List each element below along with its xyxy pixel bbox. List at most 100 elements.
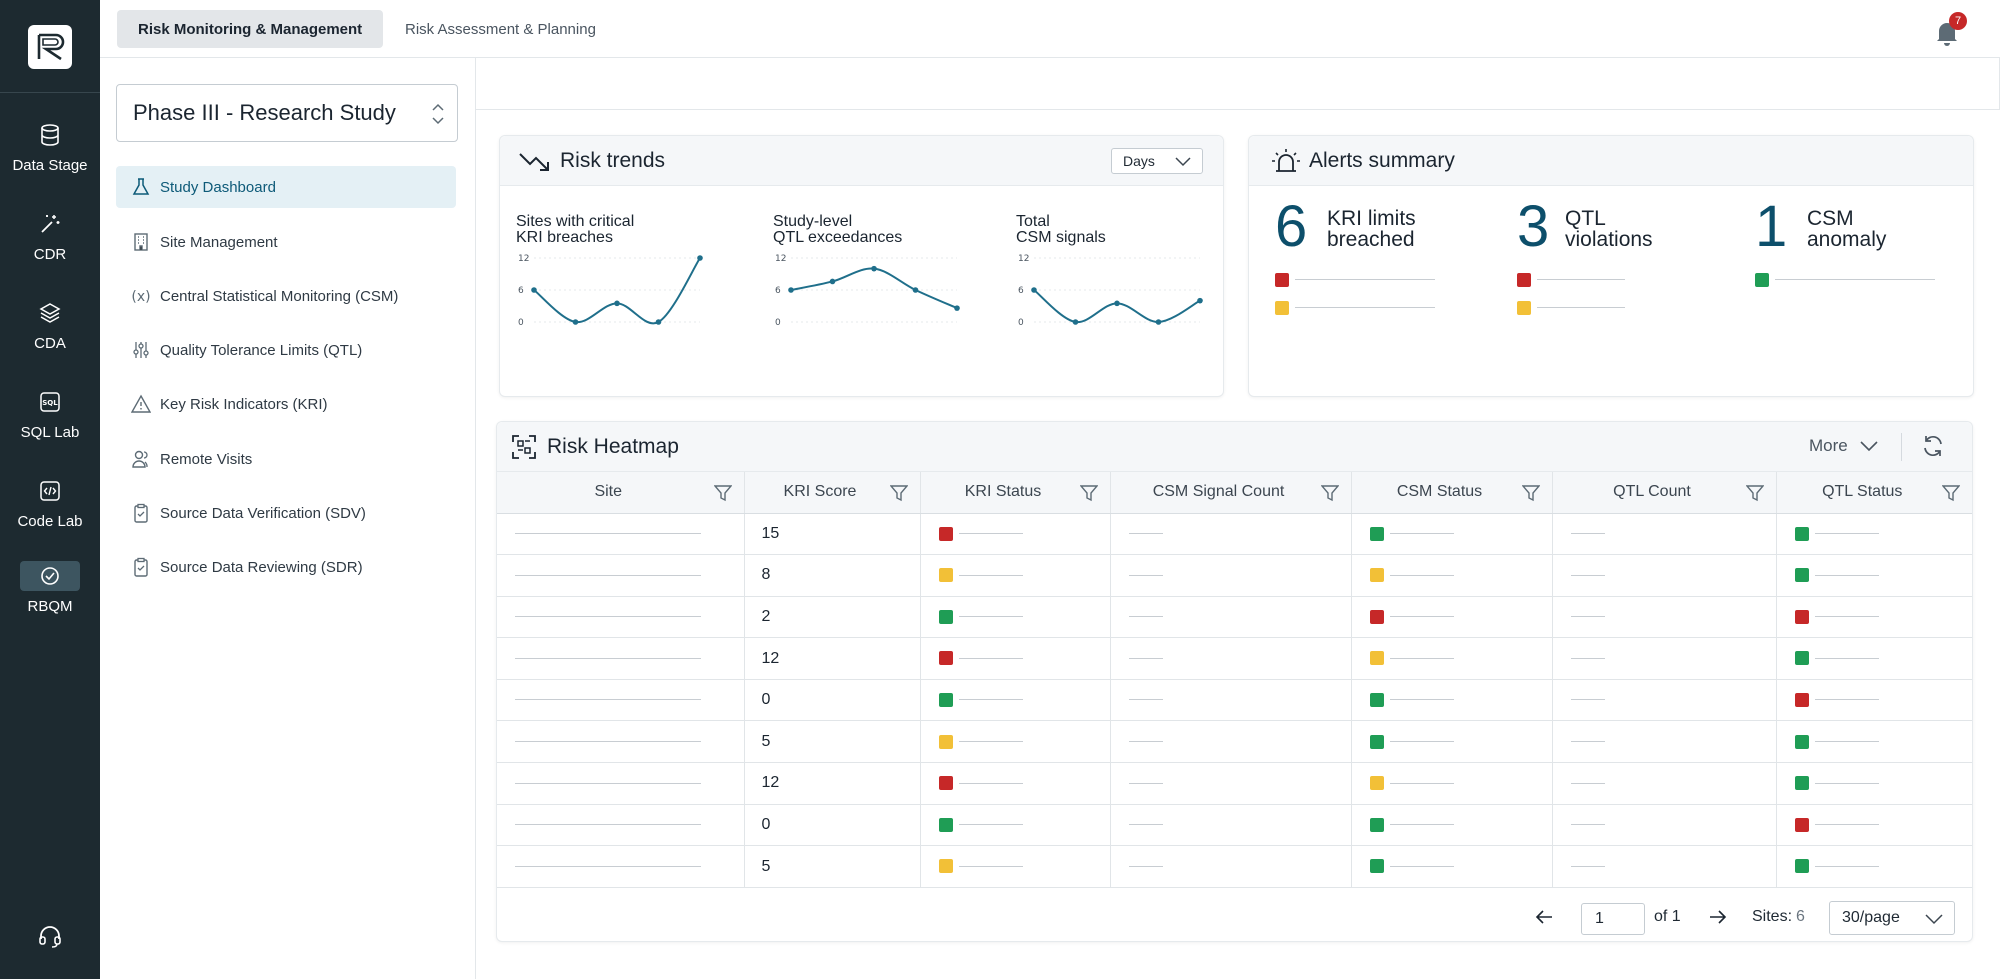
filter-icon[interactable] (1521, 484, 1540, 502)
column-header-kri-score[interactable]: KRI Score (744, 472, 921, 514)
status-square-red (1794, 692, 1809, 707)
column-header-label: CSM Signal Count (1152, 483, 1285, 501)
sidebar-item-kri[interactable]: Key Risk Indicators (KRI) (116, 383, 456, 425)
risk-trends-card: Risk trends Days Sites with critical KRI … (499, 135, 1224, 397)
sidebar-item-sdv[interactable]: Source Data Verification (SDV) (116, 492, 456, 534)
refresh-icon[interactable] (1921, 434, 1945, 458)
filter-icon[interactable] (1942, 484, 1960, 502)
placeholder-line (1537, 279, 1625, 281)
trend-point (1031, 287, 1037, 293)
table-row[interactable]: 0 (497, 679, 1972, 722)
status-cell (1351, 804, 1553, 847)
status-cell (1776, 554, 1972, 597)
table-row[interactable]: 5 (497, 720, 1972, 764)
trend-point (614, 300, 620, 307)
sidebar-item-study-dashboard[interactable]: Study Dashboard (116, 166, 456, 208)
top-bar: Risk Monitoring & Management Risk Assess… (100, 0, 2000, 58)
tab-risk-monitoring[interactable]: Risk Monitoring & Management (117, 10, 384, 48)
study-select[interactable]: Phase III - Research Study (116, 84, 458, 142)
sliders-icon (130, 339, 152, 361)
column-header-qtl-count[interactable]: QTL Count (1552, 472, 1777, 514)
sidebar: Phase III - Research Study Study Dashboa… (100, 58, 476, 979)
alerts-summary-card: Alerts summary 6 KRI limits breached 3 QT… (1248, 135, 1974, 397)
rail-item-data-stage[interactable]: Data Stage (0, 120, 100, 196)
status-cell (1351, 679, 1553, 722)
filter-icon[interactable] (889, 484, 908, 502)
tab-risk-assessment[interactable]: Risk Assessment & Planning (405, 20, 596, 38)
filter-icon[interactable] (1079, 484, 1098, 502)
rail-item-sql-lab[interactable]: SQL SQL Lab (0, 387, 100, 463)
arrow-left-icon[interactable] (1535, 909, 1553, 925)
placeholder-line (1537, 307, 1625, 309)
mini-chart-csm: Total CSM signals 12 6 0 (1016, 214, 1216, 330)
sidebar-item-sdr[interactable]: Source Data Reviewing (SDR) (116, 546, 456, 588)
placeholder-cell (497, 720, 745, 764)
placeholder-cell (1552, 762, 1777, 805)
status-cell (1776, 679, 1972, 722)
table-row[interactable]: 0 (497, 804, 1972, 847)
period-select[interactable]: Days (1111, 148, 1203, 174)
rail-item-cda[interactable]: CDA (0, 298, 100, 374)
app-logo[interactable] (28, 25, 72, 69)
arrow-right-icon[interactable] (1709, 909, 1727, 925)
filter-icon[interactable] (1745, 484, 1764, 502)
column-header-csm-signal-count[interactable]: CSM Signal Count (1110, 472, 1352, 514)
table-row[interactable]: 8 (497, 554, 1972, 597)
rail-item-cdr[interactable]: CDR (0, 209, 100, 285)
table-row[interactable]: 12 (497, 762, 1972, 805)
clipboard-icon (130, 502, 152, 524)
app-rail: Data Stage CDR CDA SQL SQL Lab Code Lab … (0, 0, 100, 979)
placeholder-line (1570, 865, 1605, 867)
rail-item-rbqm[interactable]: RBQM (0, 561, 100, 637)
more-label: More (1809, 436, 1848, 455)
sidebar-item-site-management[interactable]: Site Management (116, 221, 456, 263)
table-row[interactable]: 15 (497, 513, 1972, 556)
rail-item-label: RBQM (27, 598, 73, 615)
status-square-green (1755, 272, 1769, 287)
sidebar-item-label: Source Data Reviewing (SDR) (160, 558, 363, 576)
placeholder-line (1389, 657, 1454, 659)
warning-icon (130, 393, 152, 415)
table-row[interactable]: 12 (497, 637, 1972, 680)
more-menu-button[interactable]: More (1809, 436, 1878, 456)
status-cell (1351, 720, 1553, 764)
status-cell (1776, 637, 1972, 680)
status-cell (1351, 513, 1553, 556)
heatmap-table-body: 15 8 2 12 0 5 12 0 5 (497, 513, 1972, 888)
kri-score-cell: 8 (744, 554, 921, 597)
sidebar-item-label: Quality Tolerance Limits (QTL) (160, 341, 363, 359)
trend-point (829, 278, 836, 285)
alert-label-line: breached (1327, 228, 1415, 251)
mini-chart-title: Study-level QTL exceedances (773, 214, 973, 250)
sites-count-value: 6 (1796, 908, 1805, 925)
svg-text:(x): (x) (131, 289, 150, 305)
column-header-qtl-status[interactable]: QTL Status (1776, 472, 1972, 514)
placeholder-line (958, 741, 1023, 743)
y-tick-label: 0 (1018, 318, 1024, 328)
placeholder-line (1389, 616, 1454, 618)
page-size-select[interactable]: 30/page (1829, 901, 1955, 935)
table-row[interactable]: 5 (497, 845, 1972, 888)
chevron-down-icon (1860, 440, 1878, 451)
placeholder-line (1389, 741, 1454, 743)
filter-icon[interactable] (713, 484, 732, 502)
page-number-input[interactable]: 1 (1581, 903, 1645, 935)
table-row[interactable]: 2 (497, 596, 1972, 639)
mini-chart-title: Sites with critical KRI breaches (516, 214, 716, 250)
column-header-csm-status[interactable]: CSM Status (1351, 472, 1553, 514)
trend-line (790, 267, 958, 310)
filter-icon[interactable] (1320, 484, 1339, 502)
rail-item-code-lab[interactable]: Code Lab (0, 476, 100, 552)
column-header-site[interactable]: Site (497, 472, 745, 514)
sidebar-item-csm[interactable]: (x) Central Statistical Monitoring (CSM) (116, 275, 456, 317)
sidebar-item-qtl[interactable]: Quality Tolerance Limits (QTL) (116, 329, 456, 371)
sidebar-item-remote-visits[interactable]: Remote Visits (116, 438, 456, 480)
alert-label-line: anomaly (1807, 228, 1887, 251)
placeholder-line (1775, 279, 1935, 281)
status-square-red (1794, 609, 1809, 624)
status-square-green (1794, 859, 1809, 874)
column-header-kri-status[interactable]: KRI Status (920, 472, 1111, 514)
headset-icon[interactable] (37, 924, 63, 950)
placeholder-line (958, 616, 1023, 618)
alert-label-line: KRI limits (1327, 207, 1416, 230)
